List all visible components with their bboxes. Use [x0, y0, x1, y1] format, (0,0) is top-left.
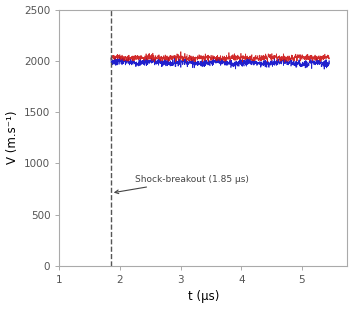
Text: Shock-breakout (1.85 μs): Shock-breakout (1.85 μs) [115, 175, 249, 193]
X-axis label: t (μs): t (μs) [188, 290, 219, 303]
Y-axis label: V (m.s⁻¹): V (m.s⁻¹) [6, 111, 19, 164]
